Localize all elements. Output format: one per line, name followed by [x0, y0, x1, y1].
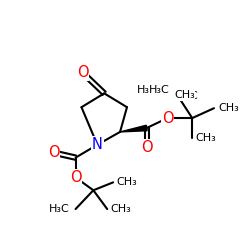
Text: O: O — [77, 65, 88, 80]
Text: O: O — [141, 140, 152, 155]
Text: C: C — [189, 91, 197, 101]
Text: CH₃: CH₃ — [116, 177, 137, 187]
Text: CH₃: CH₃ — [174, 90, 195, 100]
Text: CH₃: CH₃ — [218, 103, 239, 113]
Polygon shape — [120, 125, 147, 132]
Text: O: O — [48, 145, 60, 160]
Text: N: N — [92, 137, 103, 152]
Text: H₃C: H₃C — [149, 86, 170, 96]
Text: CH₃: CH₃ — [196, 133, 216, 143]
Text: CH₃: CH₃ — [111, 204, 132, 214]
Text: H₃C: H₃C — [49, 204, 70, 214]
Text: O: O — [70, 170, 81, 185]
Text: O: O — [162, 110, 173, 126]
Text: H₃C: H₃C — [137, 86, 158, 96]
